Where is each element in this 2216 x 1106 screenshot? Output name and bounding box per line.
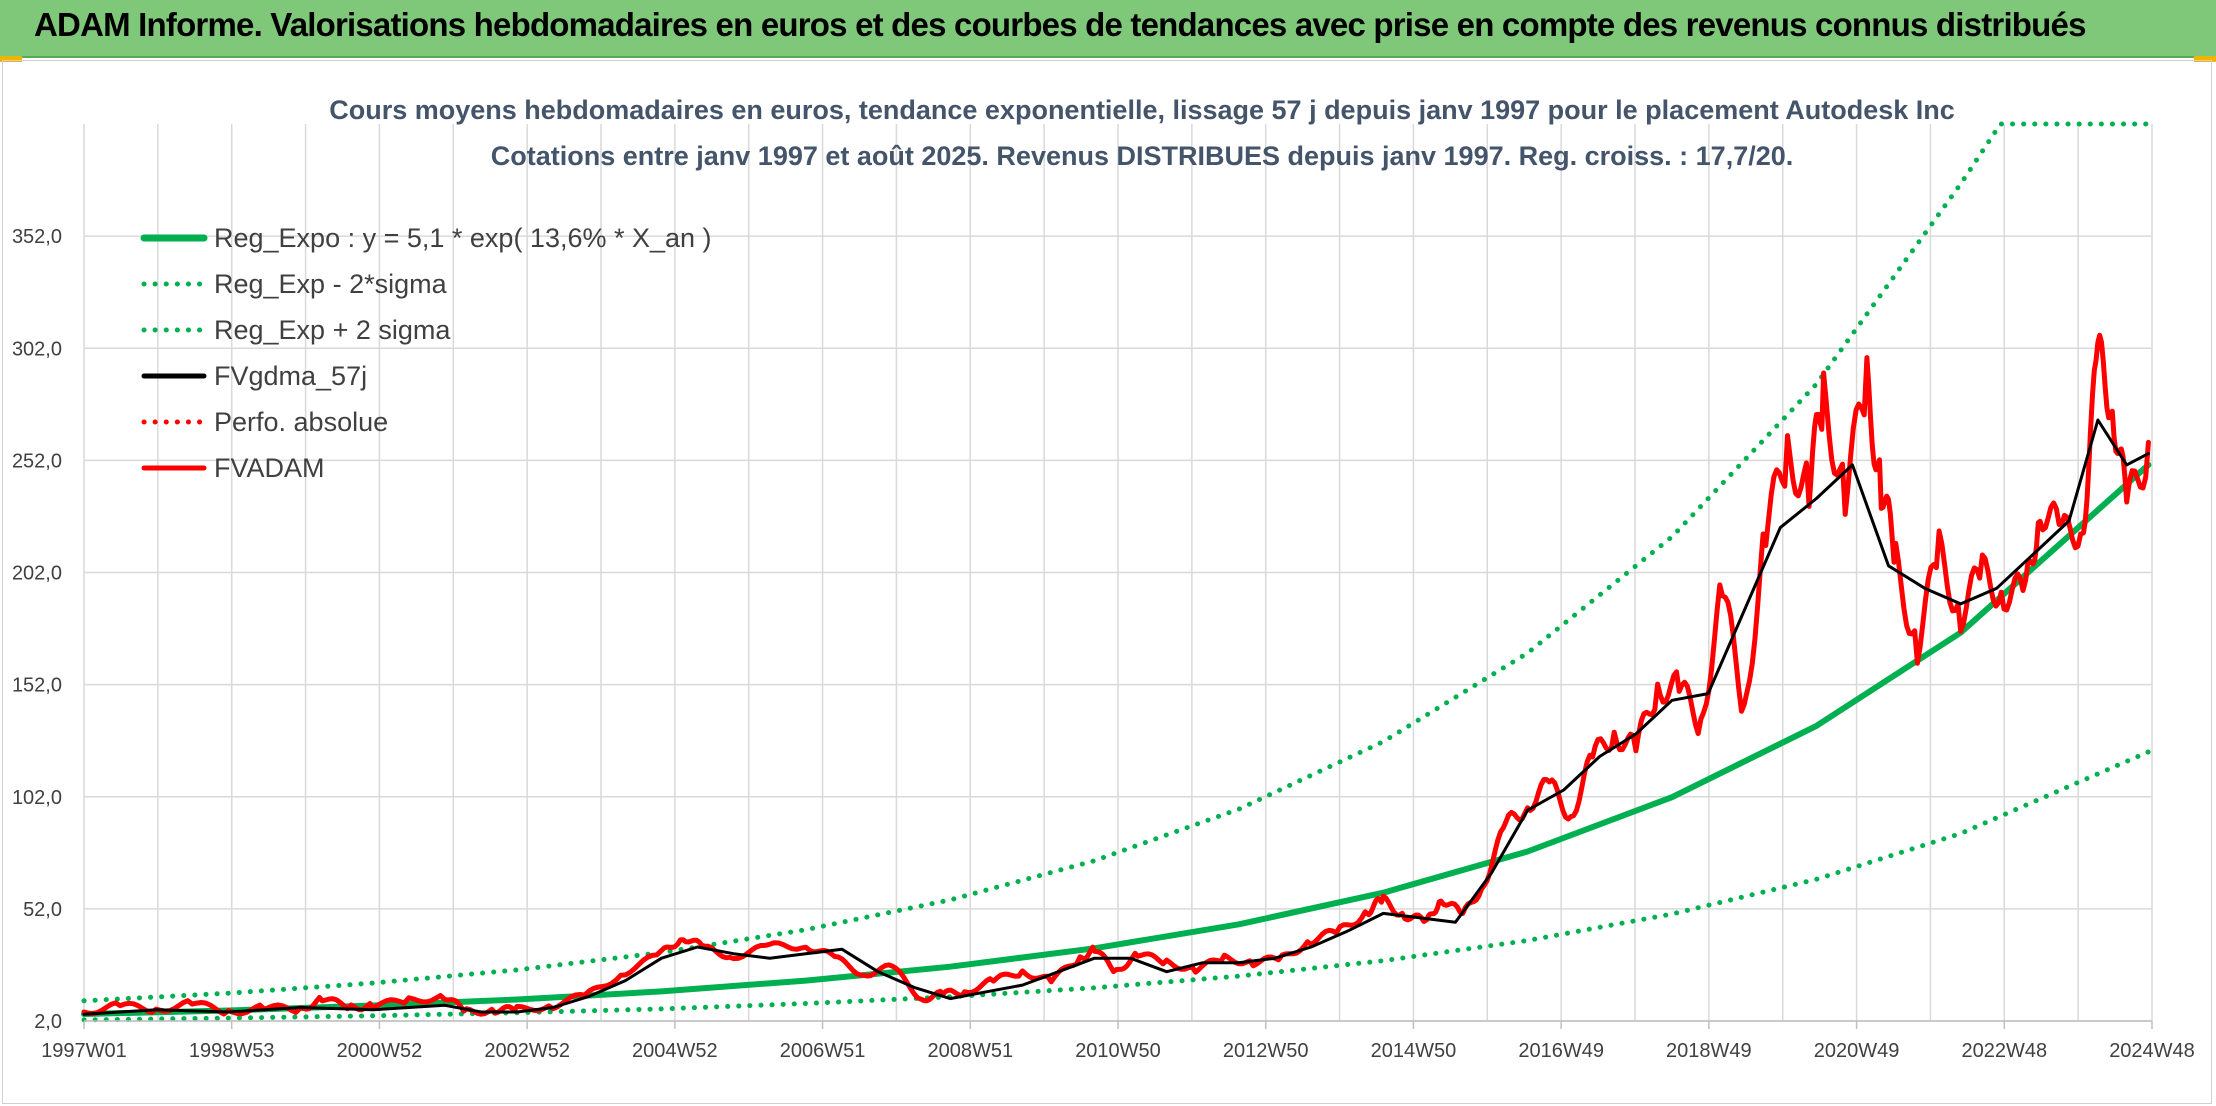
report-banner: ADAM Informe. Valorisations hebdomadaire… <box>0 0 2216 58</box>
y-tick-label: 102,0 <box>12 787 62 809</box>
series-line-2 <box>81 121 2151 1004</box>
x-tick-label: 2020W49 <box>1814 1040 1900 1062</box>
legend-label: FVADAM <box>214 453 325 483</box>
series-line-3 <box>82 418 2150 1016</box>
chart-title: Cours moyens hebdomadaires en euros, ten… <box>329 95 1955 125</box>
corner-accent-left <box>0 56 22 62</box>
x-tick-label: 2014W50 <box>1371 1040 1457 1062</box>
y-tick-label: 52,0 <box>23 899 62 921</box>
legend-label: Perfo. absolue <box>214 407 388 437</box>
x-tick-label: 1998W53 <box>189 1040 275 1062</box>
y-tick-label: 302,0 <box>12 338 62 360</box>
x-tick-label: 2002W52 <box>484 1040 570 1062</box>
legend-label: Reg_Expo : y = 5,1 * exp( 13,6% * X_an ) <box>214 223 712 253</box>
x-tick-label: 2018W49 <box>1666 1040 1752 1062</box>
x-tick-label: 2004W52 <box>632 1040 718 1062</box>
series-line-1 <box>81 749 2151 1023</box>
report-title: ADAM Informe. Valorisations hebdomadaire… <box>34 6 2086 43</box>
x-tick-label: 1997W01 <box>41 1040 127 1062</box>
x-tick-label: 2012W50 <box>1223 1040 1309 1062</box>
x-tick-label: 2000W52 <box>337 1040 423 1062</box>
series-line-5 <box>81 332 2151 1017</box>
x-tick-label: 2006W51 <box>780 1040 866 1062</box>
series-line-0 <box>81 461 2152 1017</box>
chart-subtitle: Cotations entre janv 1997 et août 2025. … <box>491 141 1794 171</box>
legend-label: Reg_Exp - 2*sigma <box>214 269 448 299</box>
chart-legend: Reg_Expo : y = 5,1 * exp( 13,6% * X_an )… <box>140 223 712 483</box>
x-tick-label: 2010W50 <box>1075 1040 1161 1062</box>
y-tick-label: 2,0 <box>34 1011 62 1033</box>
x-tick-label: 2022W48 <box>1961 1040 2047 1062</box>
chart-grid <box>83 124 2153 1022</box>
chart-axes: 2,0 52,0 102,0 152,0 202,0 252,0 302,0 352,0 199… <box>12 226 2195 1062</box>
chart-series <box>81 121 2152 1023</box>
chart-frame <box>2 60 2212 1104</box>
legend-label: Reg_Exp + 2 sigma <box>214 315 451 345</box>
corner-accent-right <box>2194 56 2216 62</box>
legend-label: FVgdma_57j <box>214 361 367 391</box>
x-tick-label: 2008W51 <box>927 1040 1013 1062</box>
y-tick-label: 152,0 <box>12 675 62 697</box>
x-tick-label: 2024W48 <box>2109 1040 2195 1062</box>
y-tick-label: 252,0 <box>12 450 62 472</box>
y-tick-label: 352,0 <box>12 226 62 248</box>
y-tick-label: 202,0 <box>12 563 62 585</box>
x-tick-label: 2016W49 <box>1518 1040 1604 1062</box>
